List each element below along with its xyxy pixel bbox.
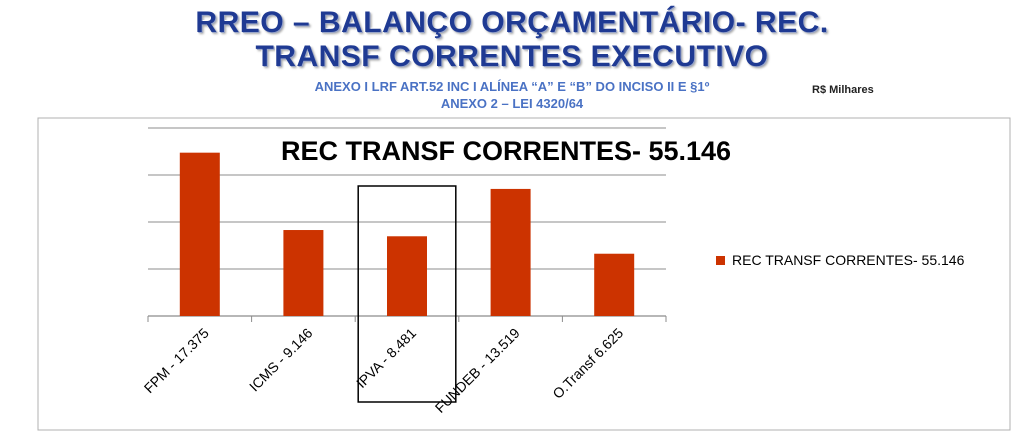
page-title-line-2: TRANSF CORRENTES EXECUTIVO xyxy=(255,40,769,73)
bars xyxy=(179,152,635,316)
legend-swatch xyxy=(716,256,725,265)
bar-2 xyxy=(387,236,427,316)
bar-1 xyxy=(283,230,324,316)
bar-4 xyxy=(594,253,635,316)
subtitle-line-1: ANEXO I LRF ART.52 INC I ALÍNEA “A” E “B… xyxy=(314,79,710,94)
gridlines xyxy=(147,127,667,322)
highlight-box xyxy=(357,185,457,403)
page-title-line-1: RREO – BALANÇO ORÇAMENTÁRIO- REC. xyxy=(195,6,829,39)
bar-3 xyxy=(490,188,531,316)
bar-0 xyxy=(179,152,220,316)
legend-label: REC TRANSF CORRENTES- 55.146 xyxy=(732,252,965,268)
chart-title: REC TRANSF CORRENTES- 55.146 xyxy=(281,136,731,166)
subtitle-line-2: ANEXO 2 – LEI 4320/64 xyxy=(440,96,584,111)
unit-label: R$ Milhares xyxy=(812,84,874,96)
